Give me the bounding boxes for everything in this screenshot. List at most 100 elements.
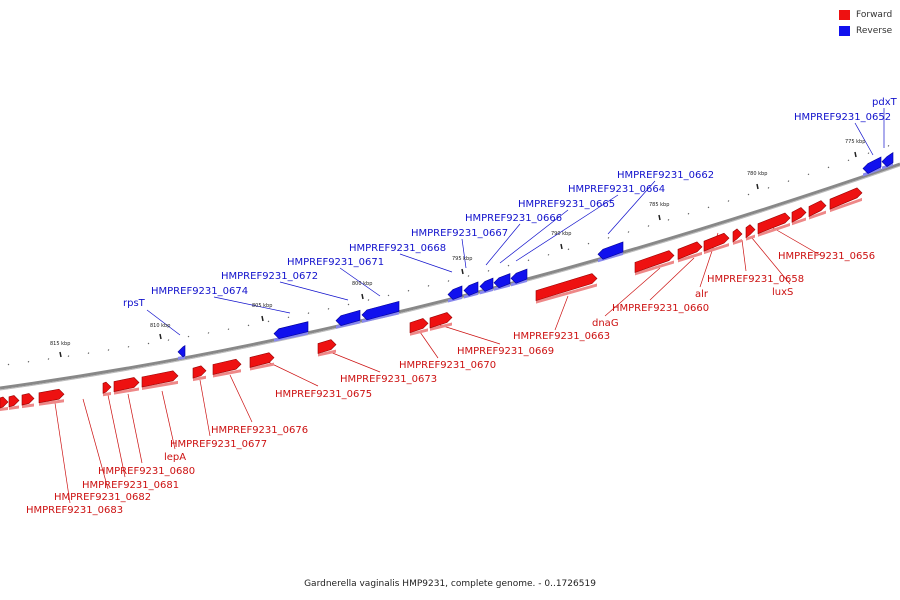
forward-gene-7 [192,365,207,382]
scale-tick [587,242,590,245]
forward-gene-13 [535,273,598,304]
scale-tick [367,299,370,301]
gene-label-0662: HMPREF9231_0662 [617,170,714,181]
scale-tick [167,339,170,341]
forward-gene-15 [677,241,703,263]
scale-label-805: 805 kbp [252,303,272,309]
forward-gene-5 [113,377,140,395]
forward-gene-12 [429,312,453,331]
forward-gene-16 [703,232,730,255]
forward-gene-21 [808,200,827,220]
scale-tick [507,264,510,267]
reverse-gene-8 [510,268,528,287]
label-connector [213,296,291,314]
label-connector [267,361,319,387]
scale-tick [327,308,330,310]
forward-gene-2 [21,393,35,409]
reverse-gene-7 [493,273,511,291]
gene-label-0680: HMPREF9231_0680 [98,466,195,477]
scale-tick [747,193,750,196]
genome-backbone-shadow [0,165,900,391]
gene-label-0652: HMPREF9231_0652 [794,112,891,123]
scale-tick [687,212,690,215]
scale-tick [347,303,350,306]
forward-gene-8 [212,358,242,378]
scale-tick [547,253,550,256]
major-tick [461,268,464,275]
reverse-gene-4 [447,285,463,303]
label-connector [485,223,521,266]
gene-label-0683: HMPREF9231_0683 [26,505,123,516]
gene-label-pdxT: pdxT [872,97,898,108]
scale-tick [387,294,390,297]
legend-forward-label: Forward [856,10,893,20]
forward-gene-14 [634,250,675,276]
gene-label-lepA: lepA [164,452,186,463]
scale-tick [307,312,310,315]
scale-tick [647,225,650,227]
label-connector [107,394,126,478]
forward-gene-18 [745,224,756,241]
legend-forward: Forward [839,10,892,20]
scale-label-810: 810 kbp [150,323,170,329]
major-tick [261,315,264,322]
scale-tick [467,275,470,277]
reverse-gene-11 [881,152,894,170]
forward-gene-10 [317,339,337,357]
gene-label-rpsT: rpsT [123,298,146,309]
label-connector [329,351,381,373]
major-tick [159,333,162,340]
forward-swatch [839,10,850,20]
label-connector [751,237,791,285]
scale-tick [67,355,70,357]
reverse-gene-9 [597,241,624,263]
scale-tick [827,166,830,169]
forward-gene-22 [829,187,863,213]
scale-tick [607,236,610,239]
scale-tick [787,180,790,182]
gene-label-0665: HMPREF9231_0665 [518,199,615,210]
genome-caption: Gardnerella vaginalis HMP9231, complete … [304,579,596,589]
label-connector [461,238,467,269]
gene-label-0658: HMPREF9231_0658 [707,274,804,285]
reverse-swatch [839,26,850,36]
scale-tick [147,342,150,345]
label-connector [515,194,619,262]
scale-tick [527,259,530,262]
scale-tick [667,219,670,221]
genome-backbone [0,162,900,390]
gene-label-0670: HMPREF9231_0670 [399,360,496,371]
forward-gene-20 [791,207,807,226]
gene-label-luxS: luxS [772,287,793,298]
scale-label-795: 795 kbp [452,256,472,262]
major-tick [854,151,857,158]
gene-label-0682: HMPREF9231_0682 [54,492,151,503]
label-connector [554,295,569,331]
label-connector [649,257,695,301]
scale-tick [447,280,450,282]
label-connector [229,374,253,423]
scale-tick [207,332,210,334]
label-connector [439,324,501,345]
reverse-gene-6 [479,277,494,295]
gene-label-0666: HMPREF9231_0666 [465,213,562,224]
scale-tick [187,335,190,338]
major-tick [361,293,364,300]
major-tick [59,351,62,358]
gene-label-0673: HMPREF9231_0673 [340,374,437,385]
major-tick [756,183,759,190]
gene-label-0681: HMPREF9231_0681 [82,480,179,491]
scale-tick [867,152,870,155]
gene-label-0667: HMPREF9231_0667 [411,228,508,239]
scale-label-785: 785 kbp [649,202,669,208]
scale-tick [887,145,890,147]
label-connector [199,379,211,437]
forward-gene-4 [102,381,112,397]
gene-label-0664: HMPREF9231_0664 [568,184,665,195]
scale-tick [87,352,90,354]
forward-gene-17 [732,228,743,245]
scale-tick [7,363,10,366]
gene-label-0672: HMPREF9231_0672 [221,271,318,282]
scale-tick [847,159,850,162]
